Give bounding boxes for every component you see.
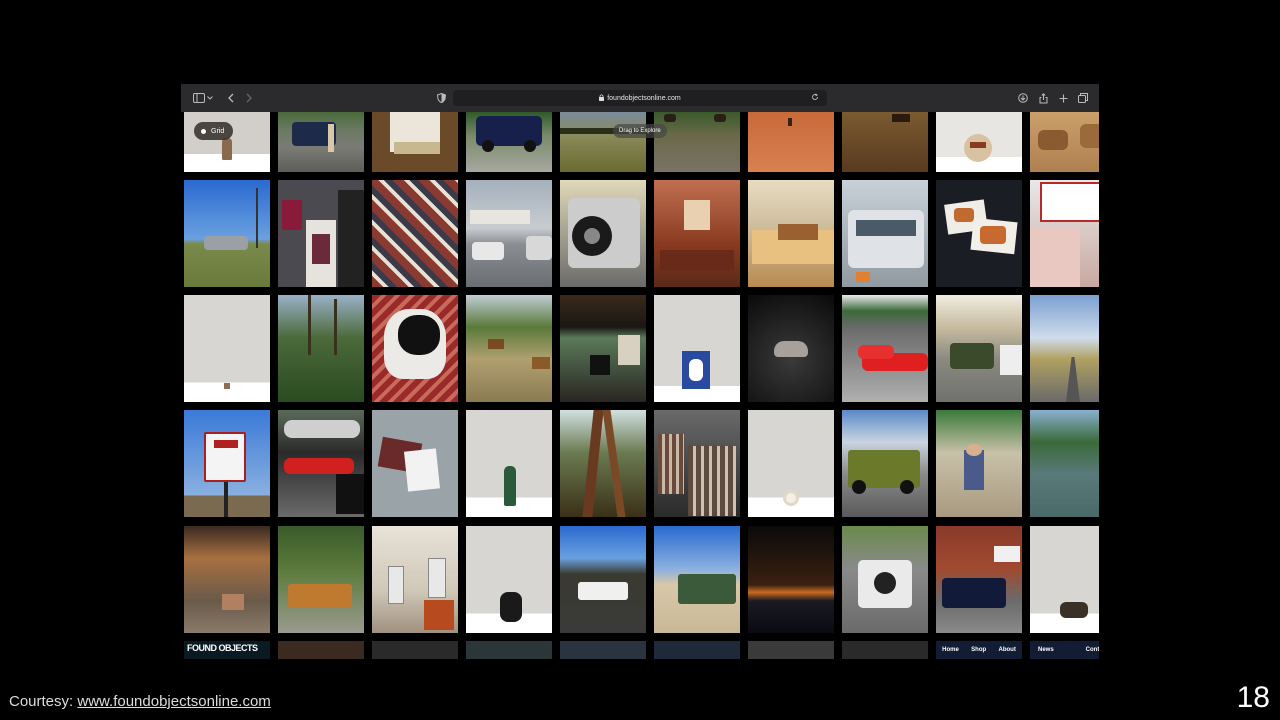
photo-tile[interactable]: [466, 526, 552, 633]
photo-tile[interactable]: [936, 112, 1022, 172]
photo-tile[interactable]: [748, 180, 834, 287]
photo-tile[interactable]: [278, 526, 364, 633]
chevron-down-icon[interactable]: [205, 90, 215, 106]
grid-view-button[interactable]: Grid: [194, 122, 234, 140]
photo-tile[interactable]: [184, 410, 270, 517]
photo-tile[interactable]: [184, 112, 270, 172]
tabs-overview-icon[interactable]: [1075, 90, 1091, 106]
photo-tile[interactable]: [466, 180, 552, 287]
photo-tile[interactable]: [466, 410, 552, 517]
share-icon[interactable]: [1035, 90, 1051, 106]
sidebar-icon[interactable]: [191, 90, 207, 106]
photo-tile[interactable]: [372, 526, 458, 633]
new-tab-icon[interactable]: [1055, 90, 1071, 106]
photo-tile[interactable]: [1030, 526, 1099, 633]
photo-tile[interactable]: [654, 295, 740, 402]
drag-hint: Drag to Explore: [613, 124, 667, 138]
site-nav: Home Shop About: [936, 641, 1022, 659]
photo-tile[interactable]: [466, 295, 552, 402]
shield-icon[interactable]: [433, 90, 449, 106]
grid-dot-icon: [201, 128, 206, 134]
photo-tile[interactable]: [278, 180, 364, 287]
photo-tile[interactable]: [748, 641, 834, 659]
photo-tile[interactable]: [842, 526, 928, 633]
photo-tile[interactable]: [842, 295, 928, 402]
forward-icon[interactable]: [241, 90, 257, 106]
photo-tile[interactable]: [654, 180, 740, 287]
reload-icon[interactable]: [811, 93, 821, 103]
url-text: foundobjectsonline.com: [607, 94, 681, 102]
photo-tile[interactable]: [278, 112, 364, 172]
photo-tile[interactable]: [184, 526, 270, 633]
photo-tile[interactable]: [372, 180, 458, 287]
photo-tile[interactable]: [842, 410, 928, 517]
photo-tile[interactable]: [936, 180, 1022, 287]
nav-about[interactable]: About: [998, 647, 1016, 653]
photo-tile[interactable]: [466, 641, 552, 659]
photo-tile[interactable]: [936, 526, 1022, 633]
photo-tile[interactable]: [748, 112, 834, 172]
browser-toolbar: foundobjectsonline.com: [181, 84, 1099, 112]
lock-icon: [599, 93, 605, 103]
photo-tile[interactable]: [748, 526, 834, 633]
photo-tile[interactable]: [1030, 295, 1099, 402]
photo-tile[interactable]: [842, 180, 928, 287]
site-nav-secondary: News Contact: [1030, 641, 1099, 659]
photo-tile[interactable]: [372, 295, 458, 402]
photo-tile[interactable]: [936, 295, 1022, 402]
photo-tile[interactable]: [372, 641, 458, 659]
photo-tile[interactable]: [560, 526, 646, 633]
photo-tile[interactable]: [560, 180, 646, 287]
photo-tile[interactable]: [936, 410, 1022, 517]
nav-home[interactable]: Home: [942, 647, 959, 653]
photo-tile[interactable]: [560, 410, 646, 517]
photo-tile[interactable]: [372, 410, 458, 517]
photo-grid[interactable]: FOUND OBJECTS Home Shop About News Conta…: [184, 112, 1099, 659]
back-icon[interactable]: [223, 90, 239, 106]
photo-tile[interactable]: [278, 410, 364, 517]
photo-tile[interactable]: [1030, 410, 1099, 517]
photo-tile[interactable]: [1030, 112, 1099, 172]
photo-tile[interactable]: [184, 295, 270, 402]
photo-tile[interactable]: [748, 410, 834, 517]
photo-tile[interactable]: [278, 295, 364, 402]
nav-contact[interactable]: Contact: [1085, 647, 1099, 653]
address-bar[interactable]: foundobjectsonline.com: [453, 90, 827, 106]
photo-tile[interactable]: [842, 112, 928, 172]
photo-tile[interactable]: [466, 112, 552, 172]
photo-tile[interactable]: [184, 180, 270, 287]
courtesy-caption: Courtesy: www.foundobjectsonline.com: [9, 693, 271, 710]
courtesy-link[interactable]: www.foundobjectsonline.com: [77, 693, 271, 710]
slide-number: 18: [1236, 681, 1270, 714]
photo-tile[interactable]: [654, 112, 740, 172]
photo-tile[interactable]: [560, 295, 646, 402]
photo-tile[interactable]: [654, 526, 740, 633]
photo-tile[interactable]: [560, 641, 646, 659]
grid-label: Grid: [211, 127, 225, 135]
site-logo[interactable]: FOUND OBJECTS: [184, 641, 270, 659]
browser-window: foundobjectsonline.com: [181, 84, 1099, 659]
photo-tile[interactable]: [372, 112, 458, 172]
photo-tile[interactable]: [842, 641, 928, 659]
photo-tile[interactable]: [654, 641, 740, 659]
photo-tile[interactable]: [278, 641, 364, 659]
nav-shop[interactable]: Shop: [971, 647, 987, 653]
photo-tile[interactable]: [654, 410, 740, 517]
download-icon[interactable]: [1015, 90, 1031, 106]
photo-tile[interactable]: [748, 295, 834, 402]
courtesy-prefix: Courtesy:: [9, 693, 78, 710]
photo-tile[interactable]: [1030, 180, 1099, 287]
photo-tile[interactable]: [560, 112, 646, 172]
nav-news[interactable]: News: [1038, 647, 1054, 653]
